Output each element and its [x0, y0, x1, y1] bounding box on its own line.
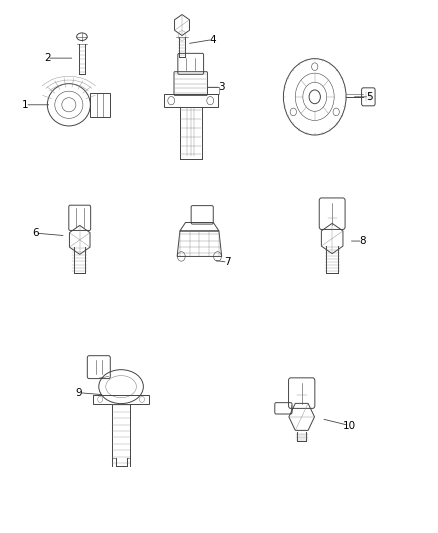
Text: 2: 2: [44, 53, 50, 63]
Text: 1: 1: [22, 100, 28, 110]
Text: 9: 9: [75, 387, 82, 398]
Bar: [93, 395, 149, 403]
Text: 3: 3: [218, 82, 225, 92]
Text: 7: 7: [224, 257, 231, 267]
Bar: [164, 94, 218, 107]
Text: 6: 6: [32, 228, 39, 238]
Text: 4: 4: [209, 35, 216, 45]
Text: 5: 5: [366, 92, 372, 102]
Text: 10: 10: [343, 421, 356, 431]
Bar: [207, 87, 219, 94]
Text: 8: 8: [359, 236, 366, 246]
Bar: [90, 93, 110, 117]
